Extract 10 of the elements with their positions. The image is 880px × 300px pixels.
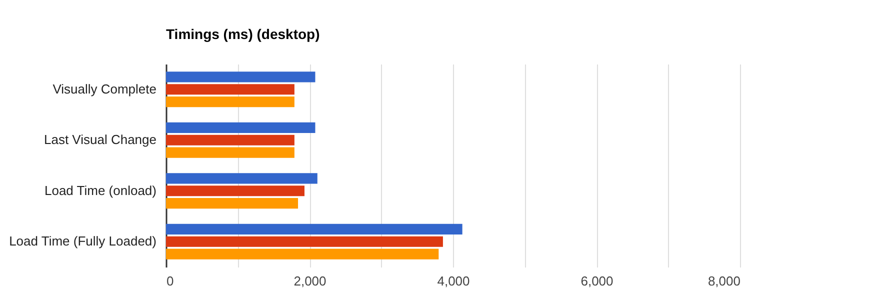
- x-tick-label: 6,000: [580, 274, 614, 288]
- y-tick-label: Load Time (Fully Loaded): [9, 234, 156, 249]
- x-tick-label: 2,000: [294, 274, 326, 288]
- x-tick-label: 4,000: [437, 274, 470, 288]
- y-tick-label: Last Visual Change: [44, 132, 156, 148]
- y-tick-label: Visually Complete: [52, 81, 156, 96]
- x-tick-label: 8,000: [708, 274, 740, 288]
- x-tick-label: 0: [166, 274, 174, 288]
- y-tick-label: Load Time (onload): [44, 182, 156, 198]
- chart-title: Timings (ms) (desktop): [166, 26, 320, 42]
